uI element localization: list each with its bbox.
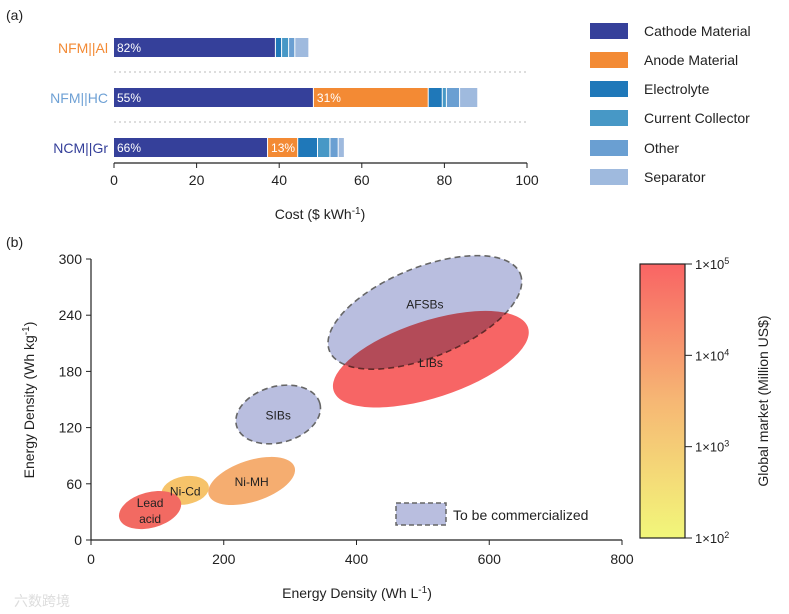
category-label: NFM||HC: [50, 90, 108, 106]
colorbar-tick-label: 1×105: [695, 256, 729, 272]
category-label: NFM||Al: [58, 40, 108, 56]
legend-label: Other: [644, 140, 679, 156]
bar-percent-label: 82%: [117, 41, 141, 55]
region-ellipse: [118, 490, 182, 530]
panel-b-label: (b): [6, 234, 23, 250]
legend-swatch: [590, 81, 628, 97]
region-afsbs: [327, 254, 523, 370]
region-label: acid: [139, 512, 161, 526]
bar-segment-anode-material: [268, 138, 298, 157]
y-tick-label: 180: [59, 363, 83, 379]
bar-segment-electrolyte: [275, 38, 282, 57]
legend-label: Electrolyte: [644, 81, 710, 97]
bar-segment-electrolyte: [428, 88, 442, 107]
legend-label: Current Collector: [644, 110, 750, 126]
legend-swatch: [590, 23, 628, 39]
x-tick-label: 20: [189, 172, 205, 188]
bar-segment-separator: [295, 38, 309, 57]
region-label: AFSBs: [406, 297, 443, 311]
colorbar-title: Global market (Million US$): [755, 315, 771, 486]
colorbar-tick-label: 1×103: [695, 439, 729, 455]
x-tick-label: 600: [478, 551, 502, 567]
bar-segment-current-collector: [282, 38, 289, 57]
legend-swatch: [590, 110, 628, 126]
panel-b-energy-density-chart: (b) AFSBs LIBs SIBs Ni-MH Ni-Cd Lead acid 0 200…: [6, 234, 771, 601]
x-tick-label: 40: [271, 172, 287, 188]
legend-swatch: [590, 52, 628, 68]
x-axis-title: Energy Density (Wh L-1): [282, 585, 432, 601]
bar-segment-cathode-material: [114, 88, 313, 107]
bar-segment-electrolyte: [298, 138, 318, 157]
panel-a-label: (a): [6, 7, 23, 23]
region-label: Ni-MH: [235, 475, 269, 489]
legend-label: Cathode Material: [644, 23, 751, 39]
region-label: Lead: [137, 496, 164, 510]
bar-segment-current-collector: [442, 88, 446, 107]
colorbar-tick-label: 1×102: [695, 530, 729, 546]
region-lead-acid: [118, 490, 182, 530]
bar-segment-cathode-material: [114, 38, 275, 57]
legend-label: Anode Material: [644, 52, 738, 68]
bar-percent-label: 13%: [271, 141, 295, 155]
legend: To be commercialized: [395, 502, 588, 526]
bar-segment-separator: [460, 88, 478, 107]
colorbar: 1×102 1×103 1×104 1×105 Global market (Mill…: [639, 256, 771, 546]
legend-label: To be commercialized: [453, 507, 588, 523]
bar-segment-anode-material: [313, 88, 428, 107]
region-label: LIBs: [419, 356, 443, 370]
region-ellipse: [327, 254, 523, 370]
x-tick-label: 0: [110, 172, 118, 188]
y-tick-label: 60: [66, 476, 82, 492]
x-tick-label: 80: [437, 172, 453, 188]
x-tick-label: 800: [610, 551, 634, 567]
bar-segment-other: [289, 38, 295, 57]
x-tick-label: 100: [515, 172, 539, 188]
bar-percent-label: 66%: [117, 141, 141, 155]
x-tick-label: 200: [212, 551, 236, 567]
region-ellipse: [235, 384, 322, 445]
bar-segment-separator: [338, 138, 344, 157]
x-axis-title: Cost ($ kWh-1): [275, 206, 366, 222]
colorbar-tick-label: 1×104: [695, 347, 729, 363]
y-tick-label: 0: [74, 532, 82, 548]
legend: Cathode Material Anode Material Electrolyt…: [590, 23, 751, 185]
region-sibs: [235, 384, 322, 445]
legend-swatch: [590, 140, 628, 156]
legend-label: Separator: [644, 169, 706, 185]
region-label: Ni-Cd: [170, 484, 201, 498]
bar-percent-label: 55%: [117, 91, 141, 105]
bar-segment-cathode-material: [114, 138, 268, 157]
region-ellipse: [332, 310, 529, 408]
region-label: SIBs: [266, 408, 291, 422]
bar-percent-label: 31%: [317, 91, 341, 105]
bar-segment-other: [446, 88, 460, 107]
category-label: NCM||Gr: [53, 140, 108, 156]
region-ellipse: [208, 456, 296, 506]
bar-segment-current-collector: [318, 138, 330, 157]
y-tick-label: 300: [59, 251, 83, 267]
legend-swatch: [590, 169, 628, 185]
x-tick-label: 400: [345, 551, 369, 567]
y-tick-label: 240: [59, 307, 83, 323]
region-libs: [332, 310, 529, 408]
bar-segment-other: [330, 138, 338, 157]
legend-swatch-to-be-commercialized: [395, 502, 447, 526]
watermark: 六数跨境: [14, 593, 70, 609]
region-ni-mh: [208, 456, 296, 506]
y-axis-title: Energy Density (Wh kg-1): [21, 322, 37, 479]
x-tick-label: 60: [354, 172, 370, 188]
y-tick-label: 120: [59, 420, 83, 436]
panel-a-cost-chart: (a) 82% 55% 31% 66% 13% NFM||Al NFM||HC NCM||G…: [6, 7, 751, 222]
x-tick-label: 0: [87, 551, 95, 567]
colorbar-gradient: [639, 263, 686, 539]
